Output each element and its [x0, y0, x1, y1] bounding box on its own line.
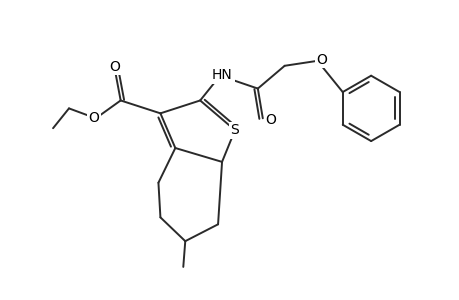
Text: O: O — [109, 60, 120, 74]
Text: S: S — [230, 123, 239, 137]
Text: HN: HN — [211, 68, 232, 82]
Text: O: O — [88, 111, 99, 125]
Text: O: O — [265, 113, 275, 127]
Text: O: O — [315, 53, 326, 67]
